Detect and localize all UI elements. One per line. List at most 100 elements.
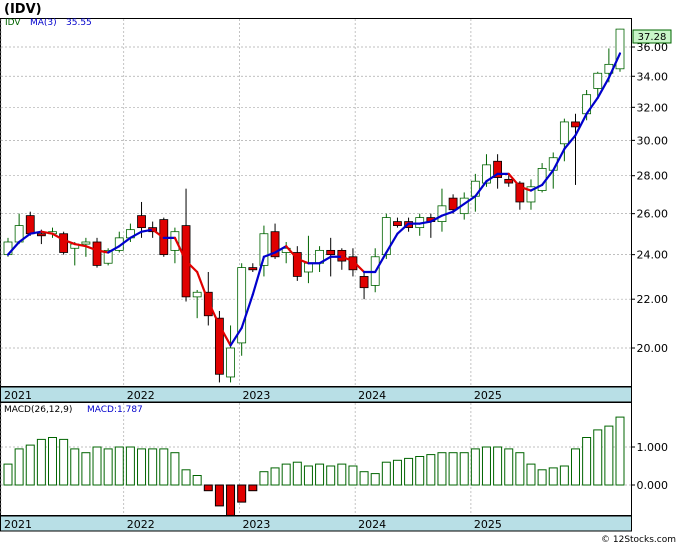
macd-bar [493,446,503,486]
ma-segment [563,134,577,151]
ma-segment [84,245,99,252]
candle-body [170,231,180,251]
ma-segment [6,240,21,256]
macd-bar [281,463,291,486]
candle-body [25,215,35,235]
price-y-tick-label: 32.00 [637,101,669,114]
ma-segment [518,185,533,192]
chart-title: (IDV) [4,2,42,17]
ma-segment [385,232,399,254]
ma-segment [229,326,243,347]
macd-bar [70,448,80,486]
macd-bar [226,484,236,516]
price-y-tick-label: 36.00 [637,41,669,54]
macd-bar [3,463,13,486]
macd-bars [3,416,625,516]
candle-body [36,233,46,237]
candle-body [259,233,269,266]
macd-bar [192,475,202,486]
candle-body [215,317,224,375]
ma-segment [285,245,299,261]
price-panel [0,18,632,387]
price-y-tick-label: 20.00 [637,342,669,355]
macd-bar [582,437,592,486]
ma-segment [485,172,499,183]
macd-bar [81,452,91,486]
ma-segment [73,242,87,248]
macd-bar [470,448,480,486]
candle-body [493,160,503,178]
candle-body [192,291,202,298]
ma-segment [62,238,76,246]
candle-body [359,276,369,289]
ma-segment [552,147,566,172]
price-x-tick-label: 2021 [4,389,32,402]
price-y-tick-label: 26.00 [637,208,669,221]
ma-segment [251,255,266,296]
ma-segment [129,230,143,239]
macd-bar [25,444,35,486]
ma-segment [396,222,410,235]
macd-bar [303,465,313,486]
candle-body [615,28,625,70]
ma-segment [207,300,221,327]
candle-body [81,241,91,245]
macd-bar [181,469,191,486]
ma-segment [95,249,110,254]
ma-segment [273,245,288,254]
ma-segment [173,236,188,263]
macd-bar [593,429,603,486]
macd-bar [504,448,514,486]
macd-bar [292,461,302,486]
macd-bar [426,454,436,486]
macd-bar [404,457,414,486]
macd-bar [448,452,458,486]
candle-body [103,249,113,264]
ma-segment [40,230,54,235]
candle-body [292,252,302,277]
macd-bar [270,467,280,486]
macd-bar [548,467,558,486]
candle-body [237,267,247,344]
macd-bar [348,465,358,486]
candle-body [59,233,69,253]
price-legend-ma-label: MA(3) [30,18,57,28]
candle-body [326,249,336,256]
ma-segment [296,257,310,265]
candle-body [515,182,525,203]
candle-body [448,197,458,211]
candle-body [571,121,580,128]
macd-bar [214,484,224,507]
ma-segment [218,324,232,347]
macd-y-tick-label: 0.000 [637,479,669,492]
macd-x-tick-label: 2021 [4,518,32,531]
ma-segment [140,228,154,233]
macd-bar [381,461,391,486]
macd-bar [48,437,58,486]
macd-legend-value: MACD:1.787 [87,405,143,415]
macd-bar [92,446,102,486]
macd-bar [570,448,580,486]
macd-x-tick-label: 2022 [127,518,155,531]
macd-bar [515,452,525,486]
candle-body [270,231,280,258]
ma-segment [507,172,521,188]
macd-bar [237,484,247,503]
macd-bar [415,456,425,486]
candle-body [559,121,569,145]
price-x-axis: 2021 2022 2023 2024 2025 [4,389,502,402]
macd-bar [537,469,547,486]
macd-bar [36,438,46,486]
ma-segment [196,270,210,303]
price-date-strip [0,386,632,403]
price-y-tick-label: 22.00 [637,293,669,306]
macd-bar [326,465,336,486]
ma-segment [151,228,165,239]
macd-x-tick-label: 2024 [358,518,386,531]
ma-segment [463,195,477,205]
candle-body [92,241,102,266]
ma-segment [529,183,544,192]
ma-segment [262,251,277,258]
ma-segment [184,259,199,274]
ma-segment [18,232,32,244]
